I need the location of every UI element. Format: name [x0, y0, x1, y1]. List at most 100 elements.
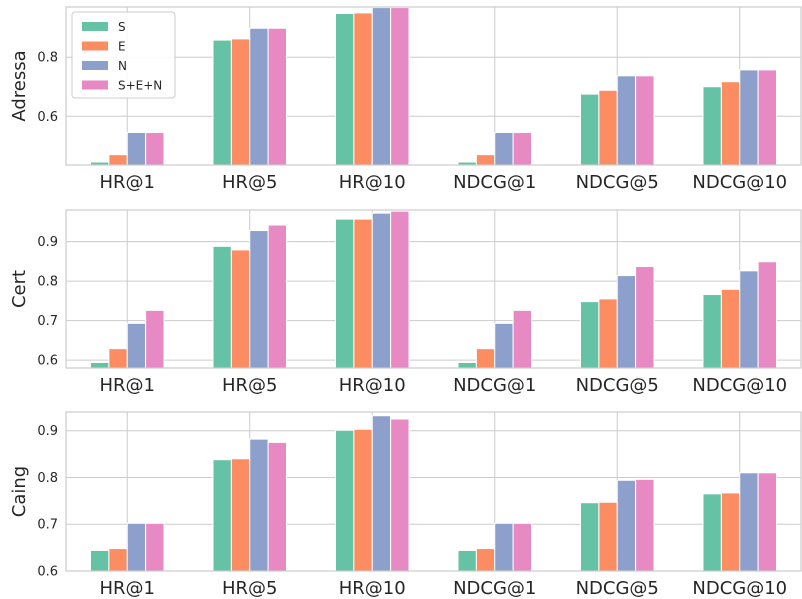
bar-s-e-n-hr-10 [390, 418, 410, 572]
bar-s-hr-10 [335, 12, 355, 166]
x-tick-label: NDCG@10 [692, 578, 787, 599]
bar-n-ndcg-10 [739, 69, 759, 166]
bar-s-e-n-ndcg-1 [512, 309, 532, 369]
bar-n-ndcg-1 [494, 322, 514, 369]
bar-s-e-n-ndcg-10 [757, 472, 777, 572]
bar-s-e-n-hr-5 [267, 441, 287, 572]
axes-frame [65, 6, 802, 166]
bar-n-ndcg-1 [494, 522, 514, 572]
legend-swatch-s-e-n [82, 80, 108, 90]
y-axis-label: Cert [9, 270, 30, 308]
bar-s-e-n-hr-5 [267, 27, 287, 166]
y-tick-label: 0.8 [37, 51, 58, 66]
bar-s-ndcg-1 [457, 361, 477, 369]
y-tick-label: 0.8 [37, 471, 58, 486]
bar-e-ndcg-5 [598, 298, 618, 369]
legend-label-e: E [118, 40, 126, 54]
panel-caing: 0.6 0.7 0.8 0.9 HR@1 HR@5 HR@10 NDCG@1 NDCG@5 NDC… [9, 411, 802, 599]
bar-s-hr-10 [335, 429, 355, 572]
bar-n-hr-5 [249, 27, 269, 166]
bar-s-ndcg-5 [580, 301, 600, 369]
bar-e-ndcg-1 [475, 154, 496, 166]
y-tick-label: 0.7 [37, 518, 58, 533]
y-tick-label: 0.8 [37, 275, 58, 290]
bar-s-e-n-hr-1 [145, 309, 165, 369]
bar-e-hr-5 [230, 249, 251, 369]
bar-e-hr-1 [108, 548, 128, 572]
x-tick-label: HR@10 [339, 578, 406, 599]
bar-n-hr-1 [126, 322, 147, 369]
y-tick-label: 0.6 [37, 110, 58, 125]
bar-s-ndcg-5 [580, 502, 600, 572]
y-axis-label: Caing [9, 466, 30, 517]
bar-e-ndcg-10 [720, 81, 741, 166]
plot-area [66, 7, 801, 165]
bar-s-e-n-hr-1 [145, 132, 165, 166]
bar-n-hr-10 [371, 212, 392, 369]
bar-s-hr-5 [212, 459, 232, 572]
bar-e-hr-10 [353, 428, 373, 572]
bar-e-ndcg-5 [598, 89, 618, 166]
legend-label-s: S [118, 20, 126, 34]
x-tick-label: HR@1 [100, 375, 156, 396]
x-tick-label: NDCG@5 [576, 172, 659, 193]
legend: SEN S+E+N [71, 11, 176, 99]
bar-s-ndcg-5 [580, 93, 600, 166]
legend-swatch-n [82, 61, 108, 70]
bar-e-hr-10 [353, 12, 373, 166]
bar-n-ndcg-5 [616, 479, 637, 572]
x-tick-label: NDCG@1 [453, 578, 536, 599]
bar-e-hr-1 [108, 348, 128, 369]
plot-area [66, 210, 801, 368]
bar-n-hr-10 [371, 415, 392, 572]
y-tick-label: 0.6 [37, 354, 58, 369]
x-tick-label: HR@5 [222, 172, 278, 193]
x-tick-label: HR@5 [222, 375, 278, 396]
bar-n-ndcg-10 [739, 270, 759, 369]
panel-cert: 0.6 0.7 0.8 0.9 HR@1 HR@5 HR@10 NDCG@1 NDCG@5 NDC… [9, 209, 802, 396]
bar-n-hr-1 [126, 132, 147, 166]
x-tick-label: NDCG@1 [453, 172, 536, 193]
legend-swatch-e [82, 41, 108, 51]
legend-box [71, 11, 176, 99]
bar-s-e-n-hr-1 [145, 522, 165, 572]
bar-n-ndcg-5 [616, 75, 637, 166]
bar-n-ndcg-10 [739, 472, 759, 572]
bar-s-hr-1 [90, 549, 110, 572]
x-tick-label: HR@5 [222, 578, 278, 599]
y-tick-label: 0.9 [37, 424, 58, 439]
bar-e-hr-5 [230, 458, 251, 572]
axes-frame [65, 209, 802, 369]
x-tick-label: NDCG@1 [453, 375, 536, 396]
bar-e-ndcg-1 [475, 348, 496, 369]
bar-n-hr-10 [371, 7, 392, 166]
bar-s-hr-5 [212, 39, 232, 166]
bar-e-ndcg-10 [720, 492, 741, 572]
x-tick-label: NDCG@10 [692, 172, 787, 193]
x-tick-label: HR@10 [339, 375, 406, 396]
bar-n-ndcg-1 [494, 132, 514, 166]
x-tick-label: NDCG@10 [692, 375, 787, 396]
bar-s-e-n-ndcg-5 [635, 75, 655, 166]
bar-n-hr-5 [249, 438, 269, 572]
bar-s-e-n-ndcg-10 [757, 69, 777, 166]
bar-s-hr-10 [335, 218, 355, 369]
bar-e-ndcg-5 [598, 501, 618, 572]
bar-s-hr-1 [90, 361, 110, 369]
panel-adressa: 0.6 0.8 HR@1 HR@5 HR@10 NDCG@1 NDCG@5 NDCG@10 Ad… [9, 6, 802, 193]
bar-n-hr-1 [126, 522, 147, 572]
y-axis-label: Adressa [9, 50, 30, 121]
bar-s-e-n-ndcg-10 [757, 261, 777, 369]
bar-e-hr-10 [353, 218, 373, 369]
bar-s-e-n-ndcg-5 [635, 265, 655, 369]
y-tick-label: 0.9 [37, 235, 58, 250]
x-tick-label: HR@1 [100, 172, 156, 193]
bar-s-ndcg-10 [702, 86, 722, 166]
bar-s-ndcg-10 [702, 294, 722, 369]
x-tick-label: HR@1 [100, 578, 156, 599]
bar-s-e-n-ndcg-5 [635, 478, 655, 572]
x-tick-label: HR@10 [339, 172, 406, 193]
bar-n-ndcg-5 [616, 275, 637, 369]
axes-frame [65, 411, 802, 572]
